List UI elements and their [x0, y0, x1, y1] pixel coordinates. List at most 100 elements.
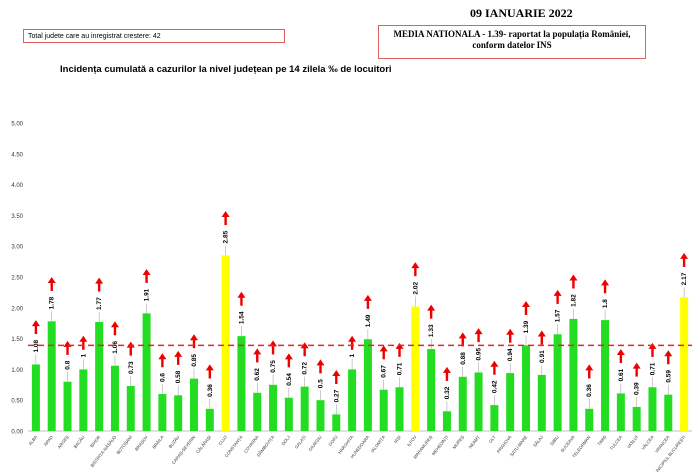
trend-arrow-shaft [366, 299, 370, 309]
trend-arrow-shaft [145, 273, 148, 283]
trend-arrow-head [522, 300, 530, 307]
trend-arrow-head [553, 289, 562, 296]
trend-arrow-head [158, 353, 167, 360]
trend-arrow-shaft [303, 347, 306, 357]
trend-arrow-shaft [287, 358, 291, 368]
category-label: PRAHOVA [496, 434, 513, 453]
trend-arrow-head [601, 279, 610, 286]
category-label: ALBA [27, 434, 38, 446]
national-media-box: MEDIA NATIONALA - 1.39- raportat la popu… [378, 25, 646, 59]
bar [601, 320, 610, 431]
trend-arrow-shaft [176, 355, 180, 365]
category-label: SIBIU [549, 435, 560, 447]
bar [142, 313, 151, 431]
category-label: VASLUI [626, 435, 639, 450]
bar [237, 336, 246, 431]
trend-arrow-head [616, 349, 625, 356]
trend-arrow-head [537, 330, 546, 337]
data-label: 1 [80, 353, 87, 357]
data-label: 0.8 [65, 360, 72, 369]
trend-arrow-shaft [50, 281, 53, 291]
data-label: 1 [349, 353, 356, 357]
trend-arrow-shaft [414, 267, 417, 277]
bar [553, 334, 562, 431]
trend-arrow-shaft [667, 355, 670, 365]
category-label: MUREȘ [452, 434, 466, 449]
bar [126, 386, 135, 431]
trend-arrow-head [332, 369, 341, 376]
y-tick-label: 3.50 [11, 214, 23, 220]
trend-arrow-head [569, 274, 578, 281]
trend-arrow-head [126, 341, 135, 348]
category-label: IAȘI [393, 435, 402, 444]
trend-arrow-head [316, 359, 325, 366]
data-label: 0.42 [491, 380, 498, 393]
bar [616, 393, 625, 431]
category-label: CĂLĂRAȘI [195, 435, 212, 455]
data-label: 0.61 [618, 368, 625, 381]
trend-arrow-shaft [540, 335, 544, 345]
data-label: 0.73 [128, 361, 135, 374]
national-media-line2: conform datelor INS [472, 40, 552, 50]
report-date: 09 IANUARIE 2022 [470, 6, 573, 20]
trend-arrow-shaft [493, 365, 496, 375]
category-label: DOLJ [280, 435, 291, 447]
trend-arrow-shaft [556, 294, 559, 304]
trend-arrow-shaft [192, 339, 196, 349]
category-label: VRANCEA [654, 434, 671, 454]
data-label: 2.02 [412, 282, 419, 295]
trend-arrow-shaft [224, 216, 227, 226]
trend-arrow-shaft [445, 371, 449, 381]
data-label: 0.94 [507, 348, 514, 361]
trend-arrow-shaft [335, 374, 338, 384]
chart-title: Incidența cumulată a cazurilor la nivel … [60, 64, 392, 75]
bar [442, 411, 451, 431]
y-tick-label: 5.00 [11, 122, 23, 128]
category-label: SĂLAJ [532, 435, 544, 448]
category-label: TULCEA [609, 434, 623, 451]
data-label: 0.95 [476, 347, 483, 360]
bar [221, 255, 230, 431]
category-label: GORJ [327, 435, 338, 447]
data-label: 0.62 [254, 368, 261, 381]
bar [190, 378, 198, 431]
data-label: 0.85 [191, 354, 198, 367]
trend-arrow-head [348, 335, 357, 342]
category-label: ARAD [43, 435, 54, 447]
trend-arrow-shaft [66, 345, 69, 355]
data-label: 0.58 [175, 370, 182, 383]
trend-arrow-head [79, 335, 88, 342]
data-label: 0.32 [444, 386, 451, 399]
national-media-line1: MEDIA NATIONALA - 1.39- raportat la popu… [393, 29, 631, 39]
data-label: 0.54 [286, 373, 293, 386]
trend-arrow-head [110, 321, 119, 328]
y-tick-label: 4.50 [11, 152, 23, 158]
bar [680, 297, 689, 431]
bar [474, 372, 483, 431]
data-label: 1.49 [365, 314, 372, 327]
bar [506, 373, 515, 431]
data-label: 1.8 [602, 299, 609, 308]
trend-arrow-shaft [208, 369, 212, 379]
trend-arrow-head [427, 304, 436, 311]
trend-arrow-shaft [398, 347, 401, 357]
increase-note: Total judete care au inregistrat crester… [28, 33, 161, 40]
trend-arrow-head [363, 294, 372, 301]
y-tick-label: 3.00 [11, 245, 23, 251]
bar [158, 394, 167, 431]
trend-arrow-shaft [603, 284, 607, 294]
trend-arrow-head [300, 342, 309, 349]
bar [363, 339, 372, 431]
trend-arrow-shaft [34, 325, 38, 335]
bar [253, 392, 262, 431]
trend-arrow-shaft [682, 257, 686, 267]
y-tick-label: 2.00 [11, 306, 23, 312]
trend-arrow-head [237, 291, 246, 298]
y-tick-label: 0.50 [11, 399, 23, 405]
bar [47, 321, 56, 431]
y-tick-label: 2.50 [11, 276, 23, 282]
data-label: 1.54 [238, 311, 245, 324]
data-label: 0.27 [333, 389, 340, 402]
trend-arrow-head [174, 350, 183, 357]
